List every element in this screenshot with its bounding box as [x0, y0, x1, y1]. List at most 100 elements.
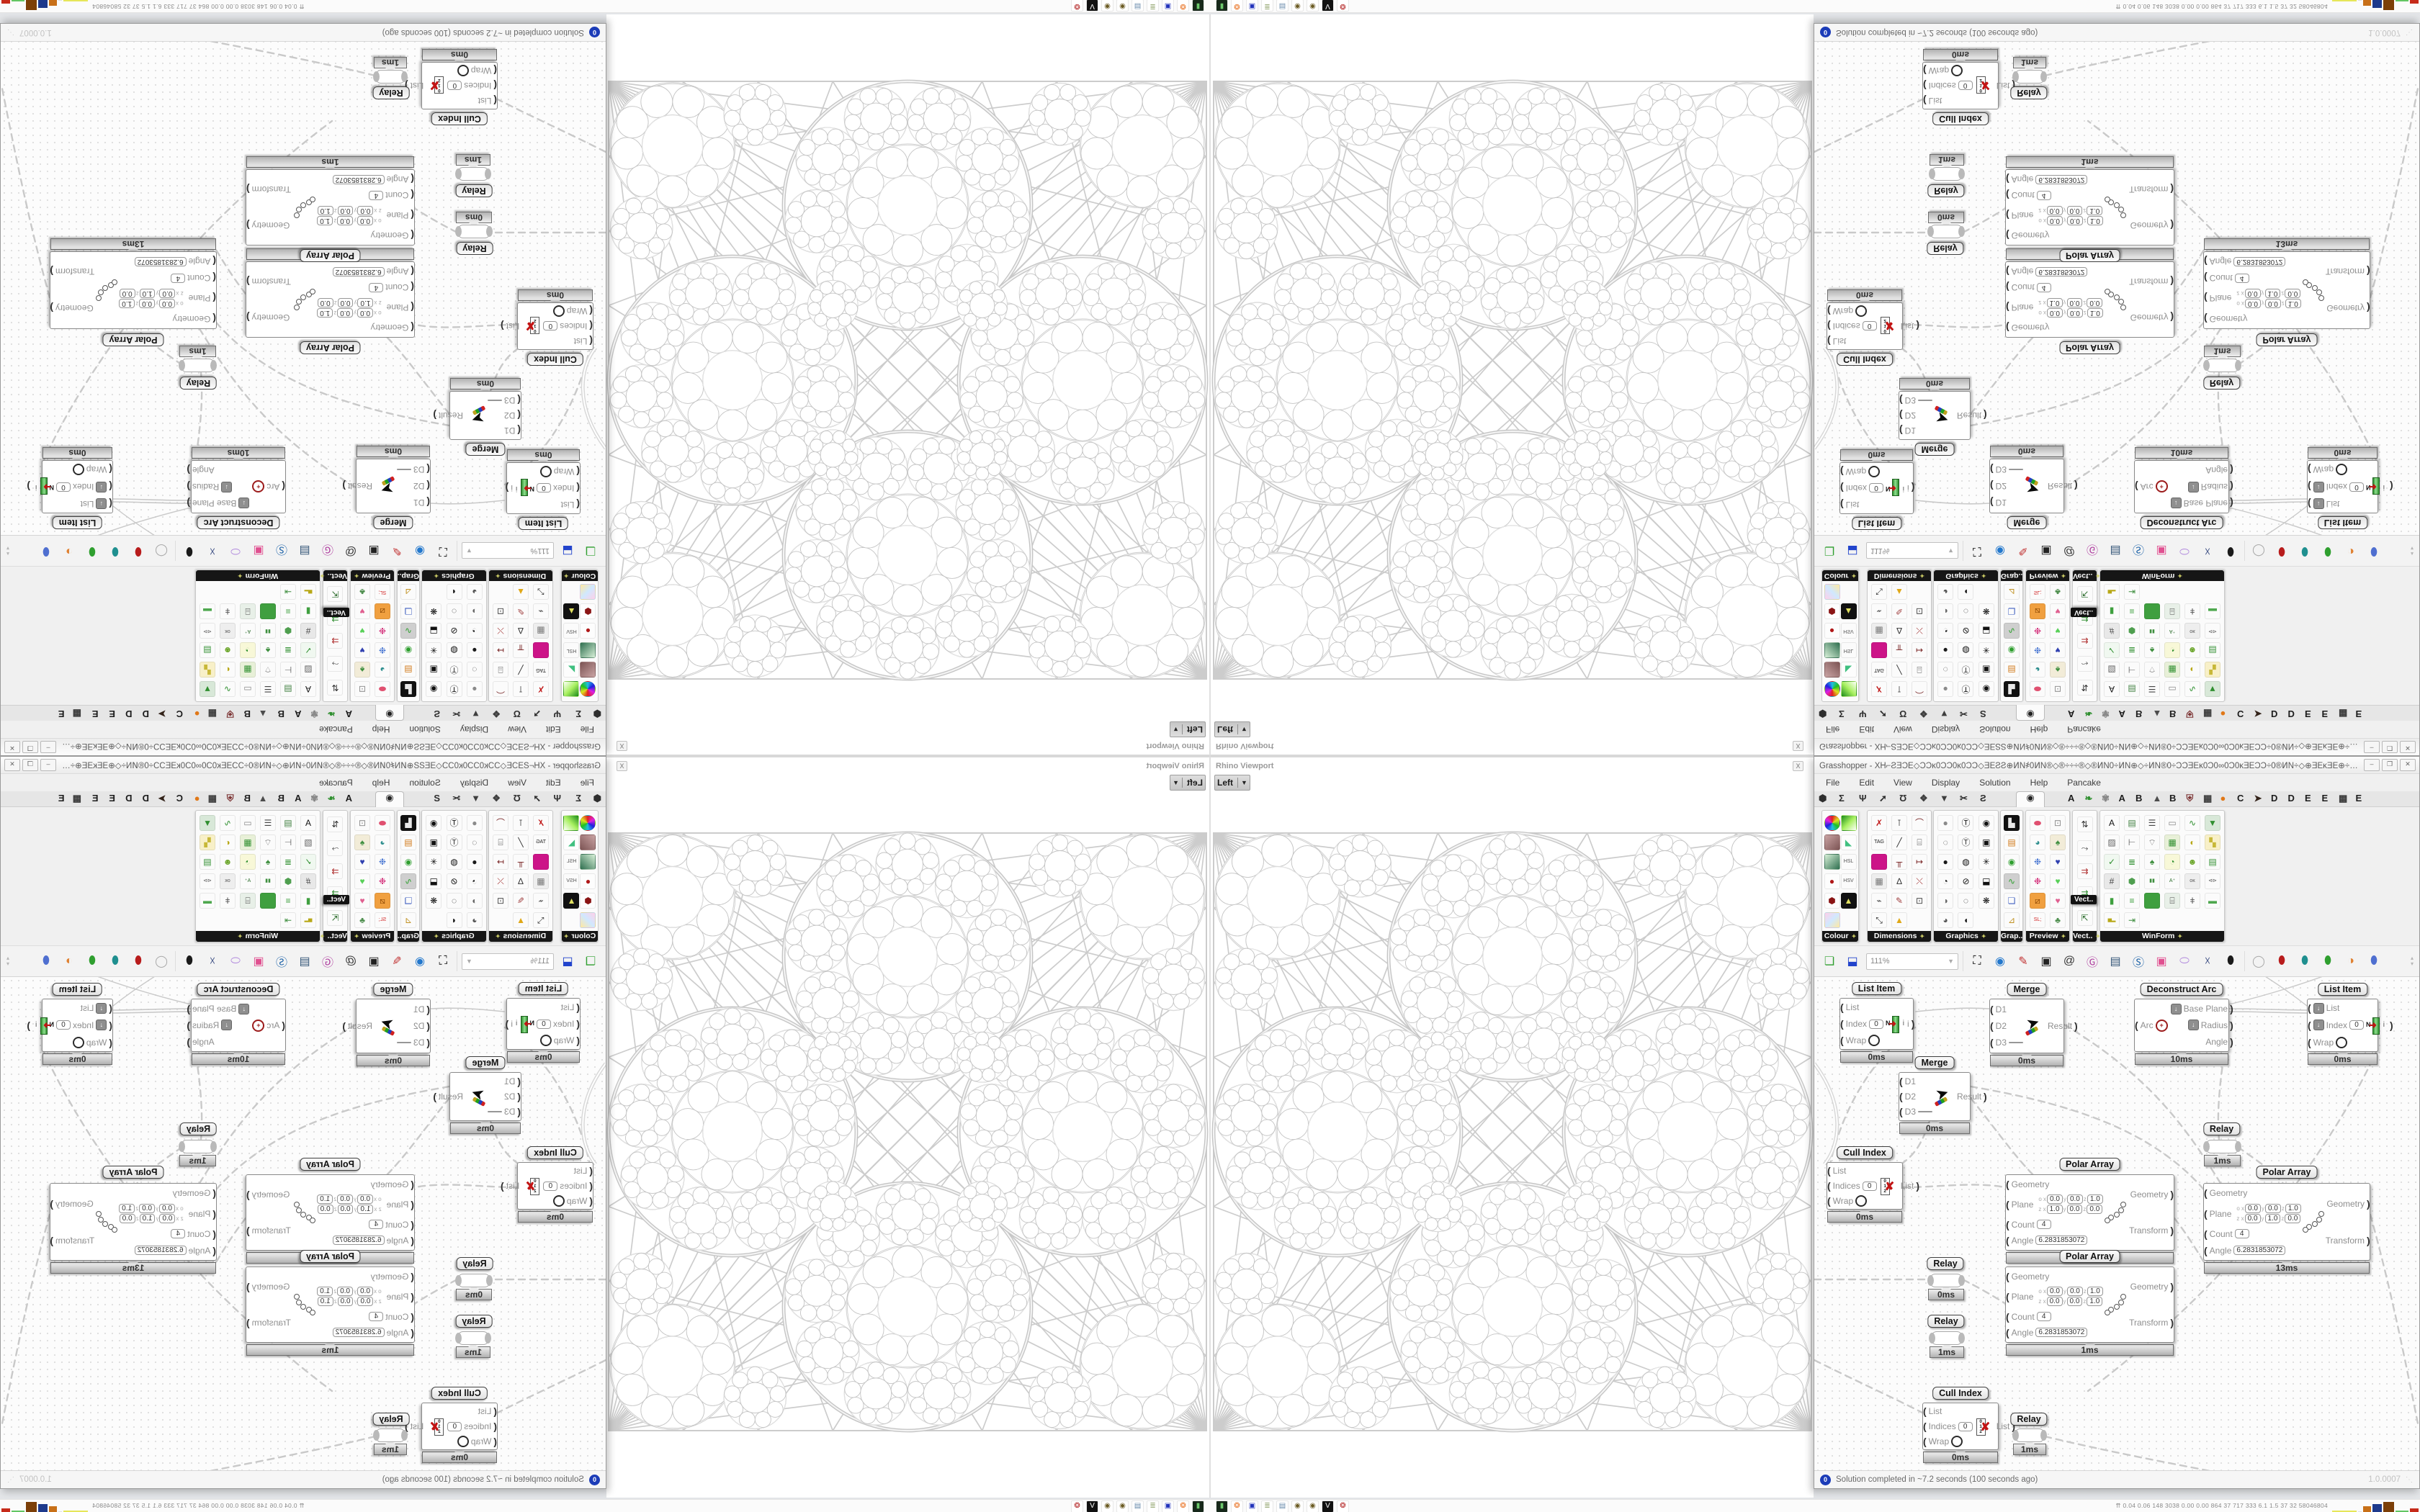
hatch-square-icon[interactable]: ▨ [2104, 662, 2120, 678]
label-tag-icon[interactable]: ▭ [2164, 681, 2180, 698]
category-tab-0[interactable]: ⬢ [593, 793, 601, 804]
param-input-index[interactable]: (↓ Index 0 N ➜ i [35, 1017, 112, 1035]
green-chart-icon[interactable]: ▼ [200, 814, 215, 831]
hanging-dim-icon[interactable]: ╥ [1891, 642, 1907, 659]
graph-line-icon[interactable]: ∿ [220, 681, 236, 698]
close-icon[interactable]: X [1793, 761, 1803, 771]
chevron-down-icon[interactable]: ▼ [466, 958, 472, 965]
gift-box-icon[interactable]: ▣ [2156, 955, 2167, 968]
component-relay[interactable] [375, 1428, 405, 1442]
trees-plus-icon[interactable]: ♠ [260, 853, 276, 870]
donut-chart-icon[interactable]: ◉ [2004, 642, 2020, 659]
diagonal-dim-icon[interactable]: ⤡ [1871, 584, 1887, 600]
gem-red-icon[interactable]: ⬮ [134, 545, 143, 557]
zigzag-arrow-icon[interactable]: ⤳ [327, 656, 344, 672]
panel-menu-icon[interactable]: ✦ [1851, 933, 1857, 940]
component-relay[interactable] [181, 1140, 215, 1153]
dim-arc-icon[interactable]: ⌒ [493, 814, 508, 831]
new-document-icon[interactable]: ❏ [1824, 955, 1835, 968]
param-input-wrap[interactable]: (Wrap [1840, 1035, 1904, 1046]
param-input-geometry[interactable]: (Geometry [370, 1271, 414, 1283]
a-plus-icon[interactable]: A⁺ [240, 623, 256, 639]
cross-dim-icon[interactable]: ⤬ [493, 873, 508, 889]
tag-icon[interactable]: TAG [1871, 834, 1887, 850]
component-label[interactable]: Relay [1927, 1315, 1965, 1328]
zoom-input[interactable]: 111% ▼ [1866, 542, 1958, 559]
flatten-icon[interactable]: ↓ [2313, 1020, 2324, 1031]
plugin-tab-2[interactable]: ✾ [2102, 708, 2110, 719]
plugin-tab-13[interactable]: D [2287, 708, 2295, 719]
soft-gradient-icon[interactable] [580, 912, 596, 928]
minimize-icon[interactable]: – [2364, 741, 2380, 753]
plane-value[interactable]: 1.0 [2087, 307, 2103, 318]
param-input-wrap[interactable]: (Wrap [426, 1436, 497, 1447]
save-image-icon[interactable]: ⬓ [1978, 623, 1994, 639]
zoom-extents-icon[interactable]: ⛶ [439, 545, 447, 557]
yellow-tiles-icon[interactable]: ▚ [200, 834, 215, 850]
teal-sphere-icon[interactable]: ◕ [375, 834, 390, 850]
value-box[interactable]: 4 [171, 273, 186, 283]
param-input-geometry[interactable]: (Geometry [172, 1187, 216, 1200]
component-label[interactable]: Merge [1914, 1056, 1955, 1069]
panel-menu-icon[interactable]: ✦ [434, 933, 439, 940]
category-tab-display-selected[interactable]: ◉ [375, 705, 404, 721]
plane-value[interactable]: 0.0 [357, 307, 373, 318]
hatch-grid-icon[interactable]: ▦ [533, 873, 549, 889]
plane-value[interactable]: 0.0 [139, 298, 156, 308]
serial-dim-icon[interactable]: ⌸ [1912, 662, 1927, 678]
value-box[interactable]: 4 [369, 1312, 384, 1322]
red-sphere-icon[interactable]: ● [1824, 623, 1840, 639]
param-input-indices[interactable]: (Indices 0 0 1 2 ✘ [426, 76, 497, 94]
menu-item-view[interactable]: View [508, 778, 526, 788]
param-input-d1[interactable]: (D1 [1990, 1003, 2007, 1015]
plane-value[interactable]: 0.0 [2047, 1194, 2063, 1205]
hatch-grid-icon[interactable]: ▦ [1871, 623, 1887, 639]
list-plain-icon[interactable]: ☰ [260, 814, 276, 831]
orange-select-icon[interactable]: ⧄ [375, 603, 390, 620]
param-output-geometry[interactable]: Geometry) [2326, 302, 2370, 315]
category-tab-5[interactable]: ❖ [1919, 708, 1928, 719]
menu-item-file[interactable]: File [1826, 778, 1840, 788]
pie-chart-icon[interactable]: ◔ [240, 853, 256, 870]
dot-tree-icon[interactable]: ♣ [2050, 912, 2066, 928]
dotted-circle-icon[interactable]: ◌ [466, 834, 483, 850]
component-deconstruct-arc[interactable]: (Arc + ↓ Base Plane) ↓ Radius) Angle) [187, 999, 286, 1052]
param-output-geometry[interactable]: Geometry) [2326, 1197, 2370, 1210]
plugin-tab-13[interactable]: D [125, 793, 133, 804]
plugin-tab-13[interactable]: D [125, 708, 133, 719]
person-icon[interactable]: ☻ [220, 642, 236, 659]
hatch-grid-icon[interactable]: ▦ [1871, 873, 1887, 889]
gem-black-icon[interactable]: ⬮ [2226, 545, 2235, 557]
firefox-icon[interactable]: ❂ [1231, 0, 1243, 12]
calculator-icon[interactable]: ⌸ [2164, 603, 2180, 620]
green-drive-icon[interactable]: ▮ [1192, 0, 1204, 12]
close-icon[interactable]: ✕ [4, 741, 20, 753]
link-rings-icon[interactable]: ⊘ [446, 873, 462, 889]
list-green-icon[interactable]: ≡ [2124, 603, 2140, 620]
component-label[interactable]: Merge [2007, 983, 2047, 996]
wrap-toggle-icon[interactable] [1868, 1035, 1881, 1046]
hatch-square-icon[interactable]: ▨ [300, 834, 316, 850]
colour-wheel-icon[interactable] [1824, 814, 1840, 831]
menu-item-edit[interactable]: Edit [1859, 724, 1875, 734]
blur-dot-icon[interactable]: ● [1937, 853, 1954, 870]
pink-dots-icon[interactable]: ❉ [375, 623, 390, 639]
plugin-tab-5[interactable]: ▲ [2152, 708, 2162, 719]
projector-icon[interactable]: ▣ [2040, 955, 2052, 968]
green-chart-icon[interactable]: ▼ [2205, 814, 2220, 831]
plane-value[interactable]: 0.0 [337, 1205, 354, 1215]
plugin-tab-4[interactable]: B [2136, 793, 2143, 804]
param-output-geometry[interactable]: Geometry) [50, 302, 94, 315]
bar-list-icon[interactable]: ▤ [2004, 662, 2020, 678]
toolbar-scroll-arrows-icon[interactable]: ▴ ▾ [6, 545, 10, 557]
trees-icon[interactable]: ♠ [354, 662, 370, 678]
component-label[interactable]: Relay [455, 1315, 493, 1328]
param-output-transform[interactable]: Transform) [2129, 1317, 2174, 1328]
green-square-icon[interactable] [260, 603, 276, 620]
blue-balls-icon[interactable]: ❉ [375, 642, 390, 659]
burst-circle-icon[interactable]: ✳ [1978, 853, 1994, 870]
component-relay[interactable] [1930, 225, 1963, 238]
plane-value[interactable]: 0.0 [2066, 297, 2083, 307]
component-label[interactable]: Deconstruct Arc [197, 516, 280, 529]
category-tab-2[interactable]: Ψ [1859, 708, 1867, 719]
